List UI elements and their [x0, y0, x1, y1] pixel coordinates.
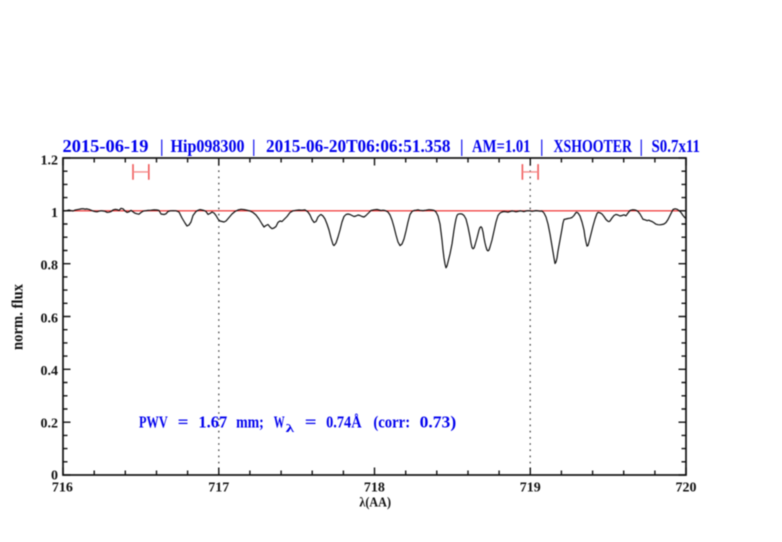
svg-text:0.2: 0.2	[41, 417, 59, 432]
svg-text:0.6: 0.6	[41, 311, 59, 326]
svg-text:1.2: 1.2	[41, 153, 59, 168]
svg-text:1: 1	[51, 206, 58, 221]
svg-text:2015-06-19|Hip098300|2015-06-2: 2015-06-19 | Hip098300 | 2015-06-20T06:06:51…	[63, 136, 701, 156]
svg-text:norm. flux: norm. flux	[10, 284, 27, 350]
svg-text:719: 719	[520, 481, 541, 496]
svg-text:718: 718	[364, 481, 385, 496]
svg-text:0.8: 0.8	[41, 259, 59, 274]
svg-text:720: 720	[676, 481, 697, 496]
svg-text:λ(AA): λ(AA)	[359, 495, 391, 510]
svg-text:0: 0	[51, 468, 58, 483]
svg-text:717: 717	[208, 481, 229, 496]
svg-text:716: 716	[52, 481, 73, 496]
svg-text:0.4: 0.4	[41, 364, 59, 379]
